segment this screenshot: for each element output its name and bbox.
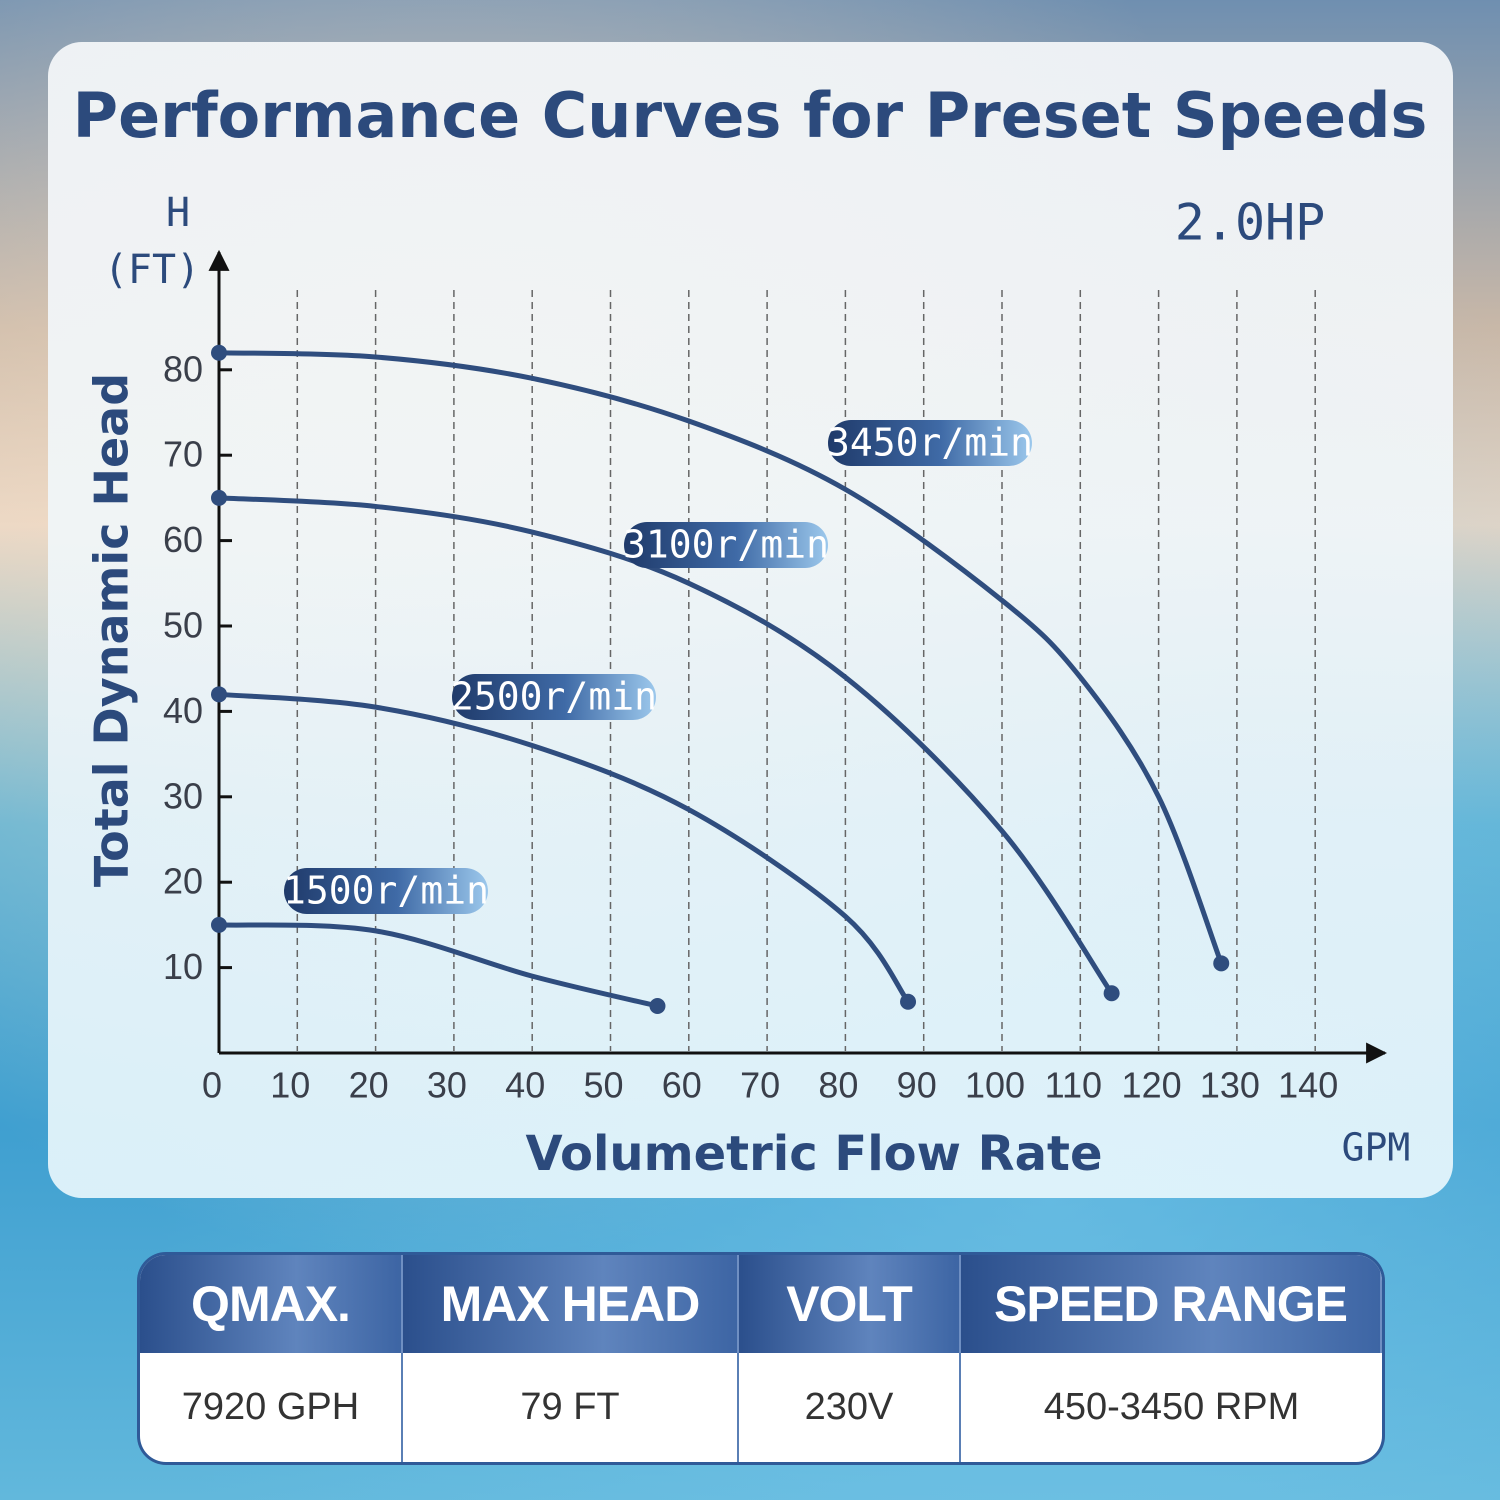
x-tick-label: 50 <box>583 1065 623 1106</box>
table-cell: 230V <box>739 1353 961 1462</box>
table-cell: 79 FT <box>403 1353 739 1462</box>
x-tick-label: 100 <box>965 1065 1025 1106</box>
series-label-bg <box>284 868 488 914</box>
x-tick-label: 20 <box>349 1065 389 1106</box>
curve-endpoint <box>211 489 227 506</box>
curve-endpoint <box>211 686 227 703</box>
spec-table: QMAX. MAX HEAD VOLT SPEED RANGE 7920 GPH… <box>140 1255 1382 1462</box>
series-label-bg <box>624 522 828 568</box>
series-label: 2500r/min <box>451 675 657 719</box>
curve-endpoint <box>211 916 227 933</box>
table-header: SPEED RANGE <box>961 1255 1382 1353</box>
x-tick-label: 90 <box>897 1065 937 1106</box>
table-header: MAX HEAD <box>403 1255 739 1353</box>
y-unit: H <box>166 190 190 236</box>
x-tick-label: 140 <box>1278 1065 1338 1106</box>
y-tick-label: 60 <box>163 519 203 560</box>
x-tick-label: 120 <box>1122 1065 1182 1106</box>
y-tick-label: 80 <box>163 348 203 389</box>
y-unit: (FT) <box>104 247 200 293</box>
chart-title: Performance Curves for Preset Speeds <box>73 79 1428 152</box>
x-tick-label: 30 <box>427 1065 467 1106</box>
curve <box>218 350 1224 965</box>
table-cell: 450-3450 RPM <box>1043 1386 1300 1428</box>
x-tick-label: 130 <box>1200 1065 1260 1106</box>
x-axis-label: Volumetric Flow Rate <box>525 1126 1102 1182</box>
chart-card <box>48 42 1453 1198</box>
series-label-bg <box>828 420 1032 466</box>
annotation: 2.0HP <box>1175 194 1326 252</box>
table-header: QMAX. <box>140 1255 403 1353</box>
curve <box>218 922 659 1009</box>
x-tick-label: 60 <box>662 1065 702 1106</box>
curve-endpoint <box>1103 985 1120 1002</box>
series-label: 3100r/min <box>623 523 829 567</box>
x-tick-label: 70 <box>740 1065 780 1106</box>
y-tick-label: 10 <box>163 946 203 987</box>
curve-endpoint <box>649 998 666 1015</box>
x-tick-label: 0 <box>202 1065 222 1106</box>
curve <box>218 691 911 1004</box>
curve-endpoint <box>1213 955 1230 972</box>
y-tick-label: 40 <box>163 690 203 731</box>
y-axis-label: Total Dynamic Head <box>85 373 139 887</box>
curve-endpoint <box>211 344 227 361</box>
series-label: 3450r/min <box>827 421 1033 465</box>
y-tick-label: 50 <box>163 605 203 646</box>
series-label: 1500r/min <box>283 869 489 913</box>
x-tick-label: 80 <box>818 1065 858 1106</box>
y-tick-label: 20 <box>163 861 203 902</box>
x-tick-label: 110 <box>1045 1065 1102 1106</box>
y-tick-label: 30 <box>163 775 203 816</box>
x-tick-label: 40 <box>505 1065 545 1106</box>
x-tick-label: 10 <box>270 1065 310 1106</box>
x-unit: GPM <box>1342 1126 1411 1170</box>
series-label-bg <box>452 674 656 720</box>
table-header: VOLT <box>739 1255 961 1353</box>
curve <box>218 495 1114 995</box>
table-cell: 7920 GPH <box>140 1353 403 1462</box>
curve-endpoint <box>900 993 917 1010</box>
y-tick-label: 70 <box>163 434 203 475</box>
